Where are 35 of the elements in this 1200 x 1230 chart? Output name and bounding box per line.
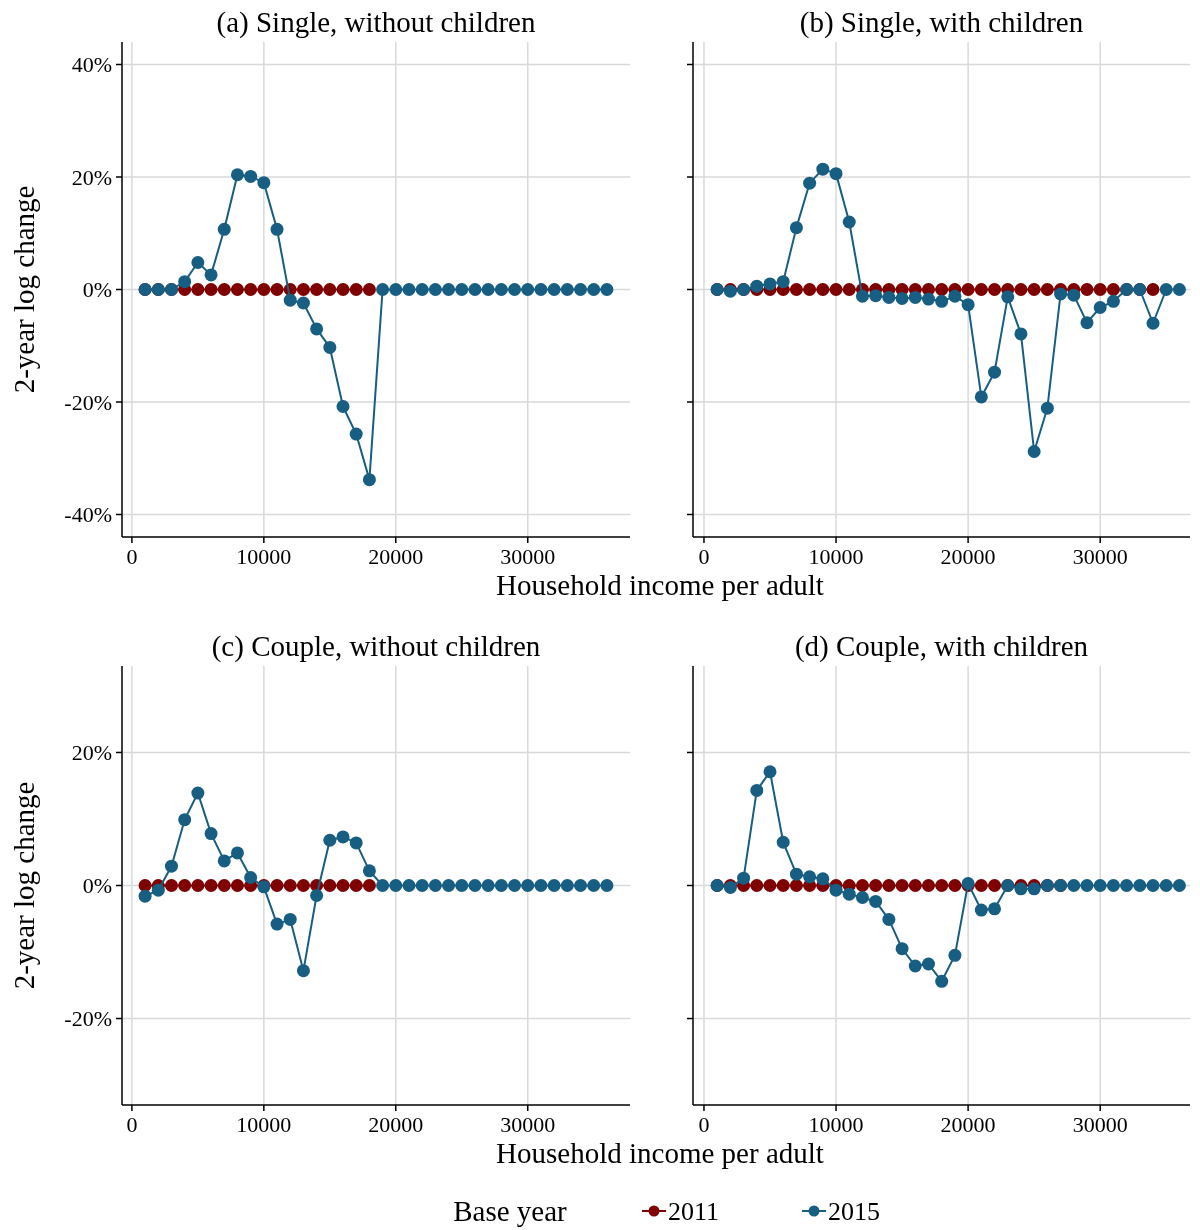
- y-tick-label: 20%: [71, 164, 112, 190]
- x-tick-label: 0: [126, 544, 138, 569]
- x-tick-label: 30000: [1072, 1112, 1128, 1137]
- x-axis-title: Household income per adult: [496, 569, 824, 601]
- x-tick-label: 10000: [236, 1112, 292, 1137]
- x-tick-label: 30000: [500, 544, 556, 569]
- x-tick-label: 20000: [940, 1112, 996, 1137]
- x-axis-title: Household income per adult: [496, 1137, 824, 1169]
- x-tick-label: 20000: [368, 1112, 424, 1137]
- y-tick-label: -40%: [64, 502, 112, 528]
- x-tick-label: 30000: [500, 1112, 556, 1137]
- x-tick-label: 10000: [808, 1112, 864, 1137]
- y-tick-label: 20%: [71, 740, 112, 766]
- x-tick-label: 30000: [1072, 544, 1128, 569]
- legend-title: Base year: [453, 1195, 568, 1227]
- y-tick-label: -20%: [64, 389, 112, 415]
- y-axis-title: 2-year log change: [8, 781, 40, 990]
- x-tick-label: 0: [698, 1112, 710, 1137]
- chart-title: (d) Couple, with children: [794, 630, 1089, 663]
- x-tick-label: 20000: [940, 544, 996, 569]
- y-tick-label: 0%: [82, 873, 112, 899]
- chart-title: (c) Couple, without children: [211, 630, 541, 663]
- y-axis-title: 2-year log change: [8, 185, 40, 394]
- x-tick-label: 0: [126, 1112, 138, 1137]
- x-tick-label: 10000: [808, 544, 864, 569]
- chart-title: (a) Single, without children: [216, 6, 536, 39]
- x-tick-label: 10000: [236, 544, 292, 569]
- y-tick-label: 40%: [71, 52, 112, 78]
- x-tick-label: 20000: [368, 544, 424, 569]
- y-tick-label: 0%: [82, 277, 112, 303]
- y-tick-label: -20%: [64, 1006, 112, 1032]
- legend-label: 2015: [828, 1197, 880, 1226]
- chart-title: (b) Single, with children: [799, 6, 1084, 39]
- x-tick-label: 0: [698, 544, 710, 569]
- legend-label: 2011: [668, 1197, 720, 1226]
